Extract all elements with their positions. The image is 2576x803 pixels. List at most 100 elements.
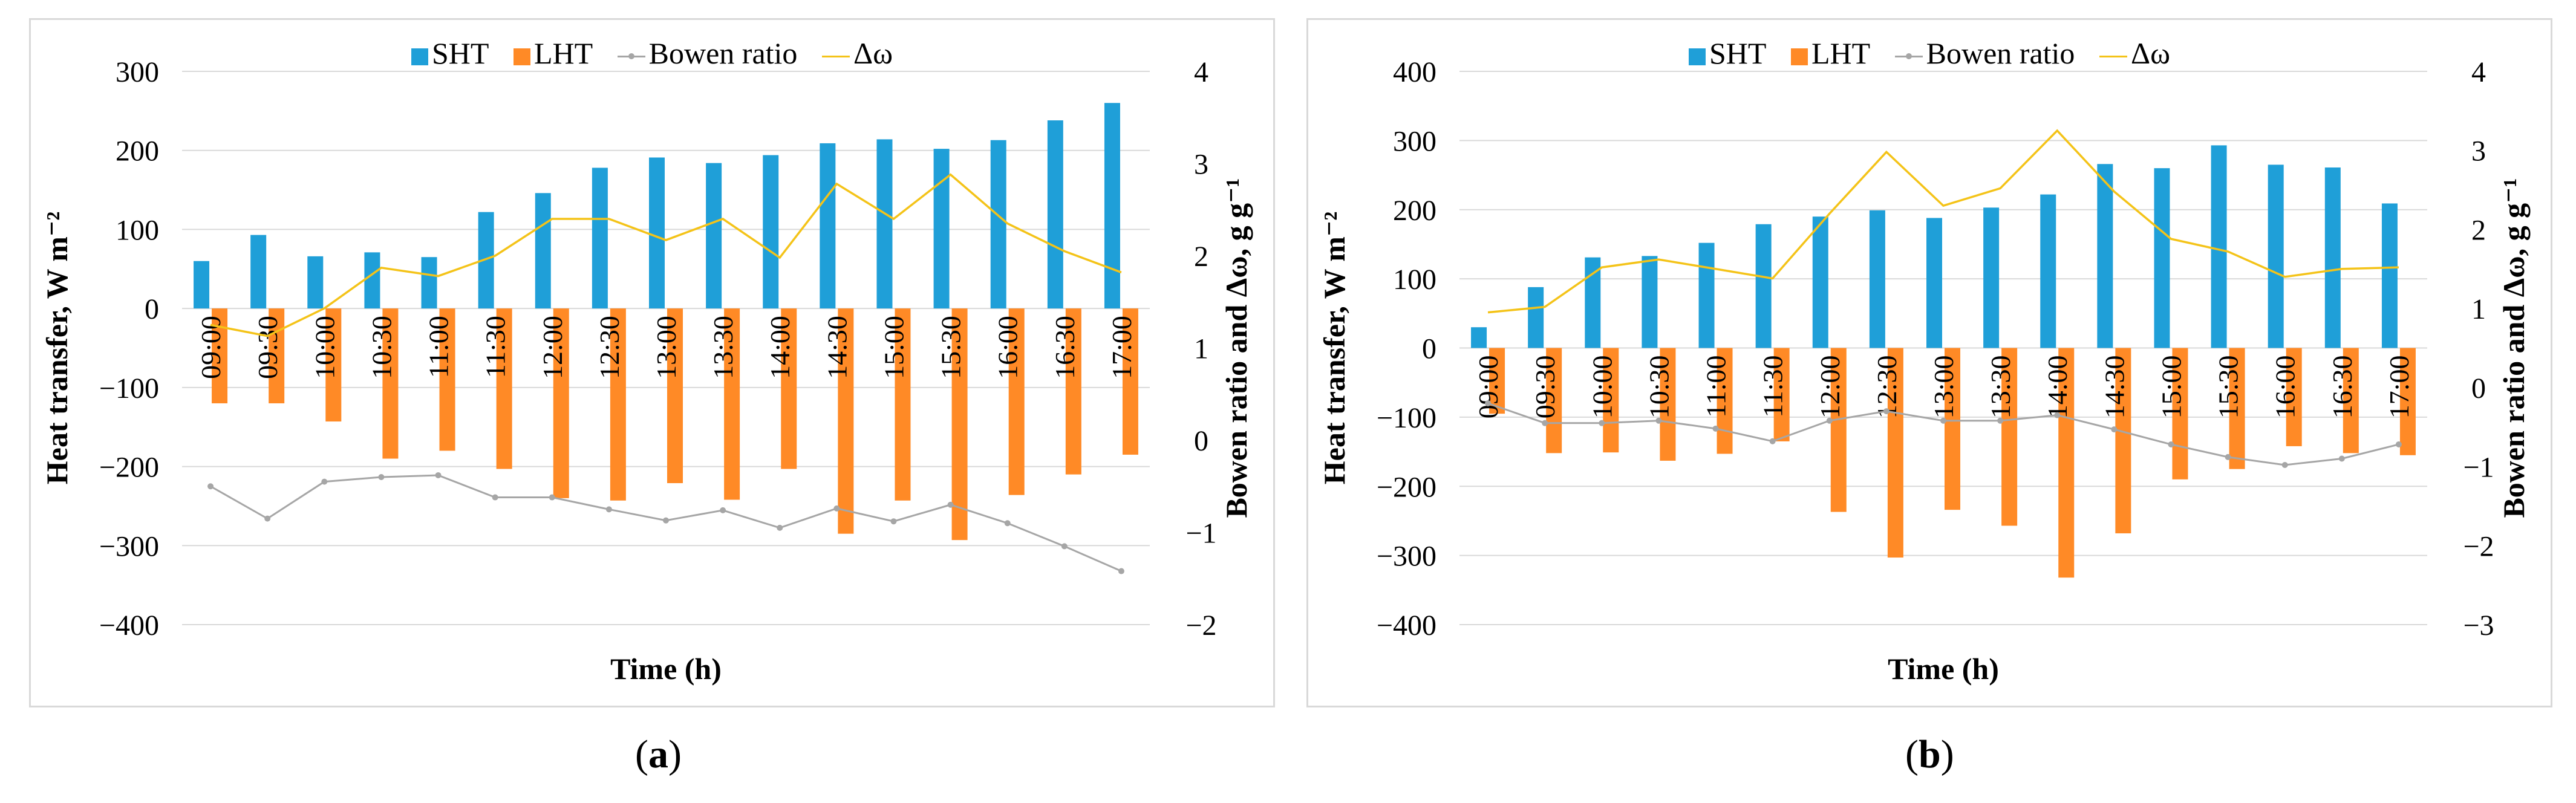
y2-tick-label: −2	[2463, 530, 2494, 562]
legend-swatch-sht	[411, 48, 428, 65]
bar-lht	[212, 308, 228, 403]
bar-lht	[2115, 348, 2131, 534]
bar-sht	[1642, 256, 1658, 348]
bar-sht	[1047, 120, 1063, 309]
point-bowen-ratio	[1655, 417, 1662, 424]
y2-tick-label: −2	[1185, 610, 1216, 642]
bar-sht	[421, 257, 437, 309]
y-tick-label: 0	[1422, 333, 1436, 365]
legend-label-bowen: Bowen ratio	[648, 36, 798, 70]
point-bowen-ratio	[378, 474, 385, 480]
x-tick-label: 16:30	[2327, 356, 2358, 419]
caption-b-letter: b	[1918, 732, 1941, 776]
y-tick-label: 300	[1393, 125, 1436, 157]
point-bowen-ratio	[2054, 412, 2061, 418]
point-bowen-ratio	[1061, 543, 1068, 550]
bar-sht	[307, 256, 324, 309]
y-tick-label: −300	[99, 530, 159, 562]
bar-sht	[364, 252, 380, 309]
chart-a-svg: 3002001000−100−200−300−40043210−1−209:00…	[40, 56, 1253, 686]
bar-lht	[1489, 348, 1505, 414]
bar-lht	[1008, 308, 1025, 495]
point-bowen-ratio	[2111, 426, 2118, 433]
point-bowen-ratio	[833, 505, 840, 512]
bar-lht	[2001, 348, 2018, 526]
bar-sht	[820, 143, 836, 309]
bar-lht	[951, 308, 968, 541]
x-tick-label: 13:30	[708, 316, 739, 379]
y2-tick-label: −3	[2463, 610, 2494, 642]
y2-tick-label: 4	[1194, 56, 1208, 88]
y2-tick-label: 4	[2471, 56, 2486, 88]
point-bowen-ratio	[1826, 417, 1833, 424]
x-tick-label: 14:00	[2042, 356, 2073, 419]
y2-tick-label: 1	[1194, 333, 1208, 365]
legend-item-sht: SHT	[411, 36, 489, 71]
bar-sht	[933, 149, 950, 309]
x-tick-label: 15:00	[2156, 356, 2186, 419]
point-bowen-ratio	[2395, 441, 2402, 447]
y-tick-label: −400	[99, 610, 159, 642]
y2-tick-label: −1	[1185, 518, 1216, 550]
y2-tick-label: 2	[2471, 214, 2486, 246]
x-tick-label: 09:30	[1530, 356, 1560, 419]
y2-axis-title: Bowen ratio and Δω, g g⁻¹	[1219, 178, 1253, 518]
bar-sht	[2154, 168, 2170, 348]
bar-sht	[990, 140, 1006, 309]
y-tick-label: −200	[1377, 471, 1436, 503]
legend-label-domega: Δω	[853, 36, 893, 70]
point-bowen-ratio	[1485, 400, 1492, 406]
x-tick-label: 11:30	[1758, 356, 1789, 418]
y-tick-label: 0	[145, 293, 159, 325]
x-tick-label: 14:30	[2099, 356, 2130, 419]
x-tick-label: 12:00	[1815, 356, 1845, 419]
legend-item-domega: Δω	[821, 36, 893, 71]
bar-lht	[1830, 348, 1847, 512]
bar-lht	[2058, 348, 2075, 578]
y2-tick-label: 0	[2471, 372, 2486, 405]
y-tick-label: 300	[116, 56, 159, 88]
x-tick-label: 12:30	[1871, 356, 1902, 419]
bar-lht	[1122, 308, 1138, 455]
legend-label-lht: LHT	[533, 36, 593, 70]
x-tick-label: 11:00	[423, 316, 454, 378]
bar-lht	[2399, 348, 2416, 455]
point-bowen-ratio	[663, 517, 669, 524]
legend-item-lht: LHT	[513, 36, 593, 71]
legend-swatch-bowen	[1894, 48, 1923, 65]
y-tick-label: 200	[116, 135, 159, 167]
chart-b-svg: 400 300 200 100 0 −100 −200 −300 −400 4 3 2 1 0 −1 −2 −3…	[1317, 56, 2531, 686]
x-tick-label: 13:00	[651, 316, 682, 379]
point-bowen-ratio	[1940, 417, 1946, 424]
bar-sht	[250, 235, 267, 309]
x-tick-label: 16:30	[1049, 316, 1080, 379]
bar-lht	[667, 308, 683, 484]
point-bowen-ratio	[321, 478, 328, 485]
bar-lht	[1660, 348, 1676, 461]
line-delta-omega	[1487, 129, 2399, 314]
legend-label-sht: SHT	[431, 36, 489, 70]
legend-item-domega: Δω	[2099, 36, 2170, 71]
y-tick-label: 400	[1393, 56, 1436, 88]
point-bowen-ratio	[1712, 425, 1719, 432]
legend-item-bowen: Bowen ratio	[1894, 36, 2075, 71]
legend-swatch-lht	[513, 48, 530, 65]
point-bowen-ratio	[2281, 461, 2288, 468]
y2-tick-label: 0	[1194, 425, 1208, 457]
x-tick-label: 10:30	[366, 316, 397, 379]
bar-sht	[2097, 164, 2113, 348]
point-bowen-ratio	[207, 483, 214, 490]
x-tick-label: 13:00	[1928, 356, 1959, 419]
bar-sht	[1869, 210, 1885, 348]
point-bowen-ratio	[1004, 520, 1011, 527]
legend-item-lht: LHT	[1790, 36, 1871, 71]
legend-swatch-domega	[2099, 48, 2127, 65]
bar-lht	[496, 308, 512, 469]
legend-label-lht: LHT	[1811, 36, 1871, 70]
bar-sht	[2040, 194, 2056, 348]
point-bowen-ratio	[435, 472, 442, 478]
x-tick-label: 12:30	[594, 316, 625, 379]
point-bowen-ratio	[947, 501, 954, 508]
bar-lht	[838, 308, 854, 534]
bar-sht	[1926, 218, 1942, 348]
